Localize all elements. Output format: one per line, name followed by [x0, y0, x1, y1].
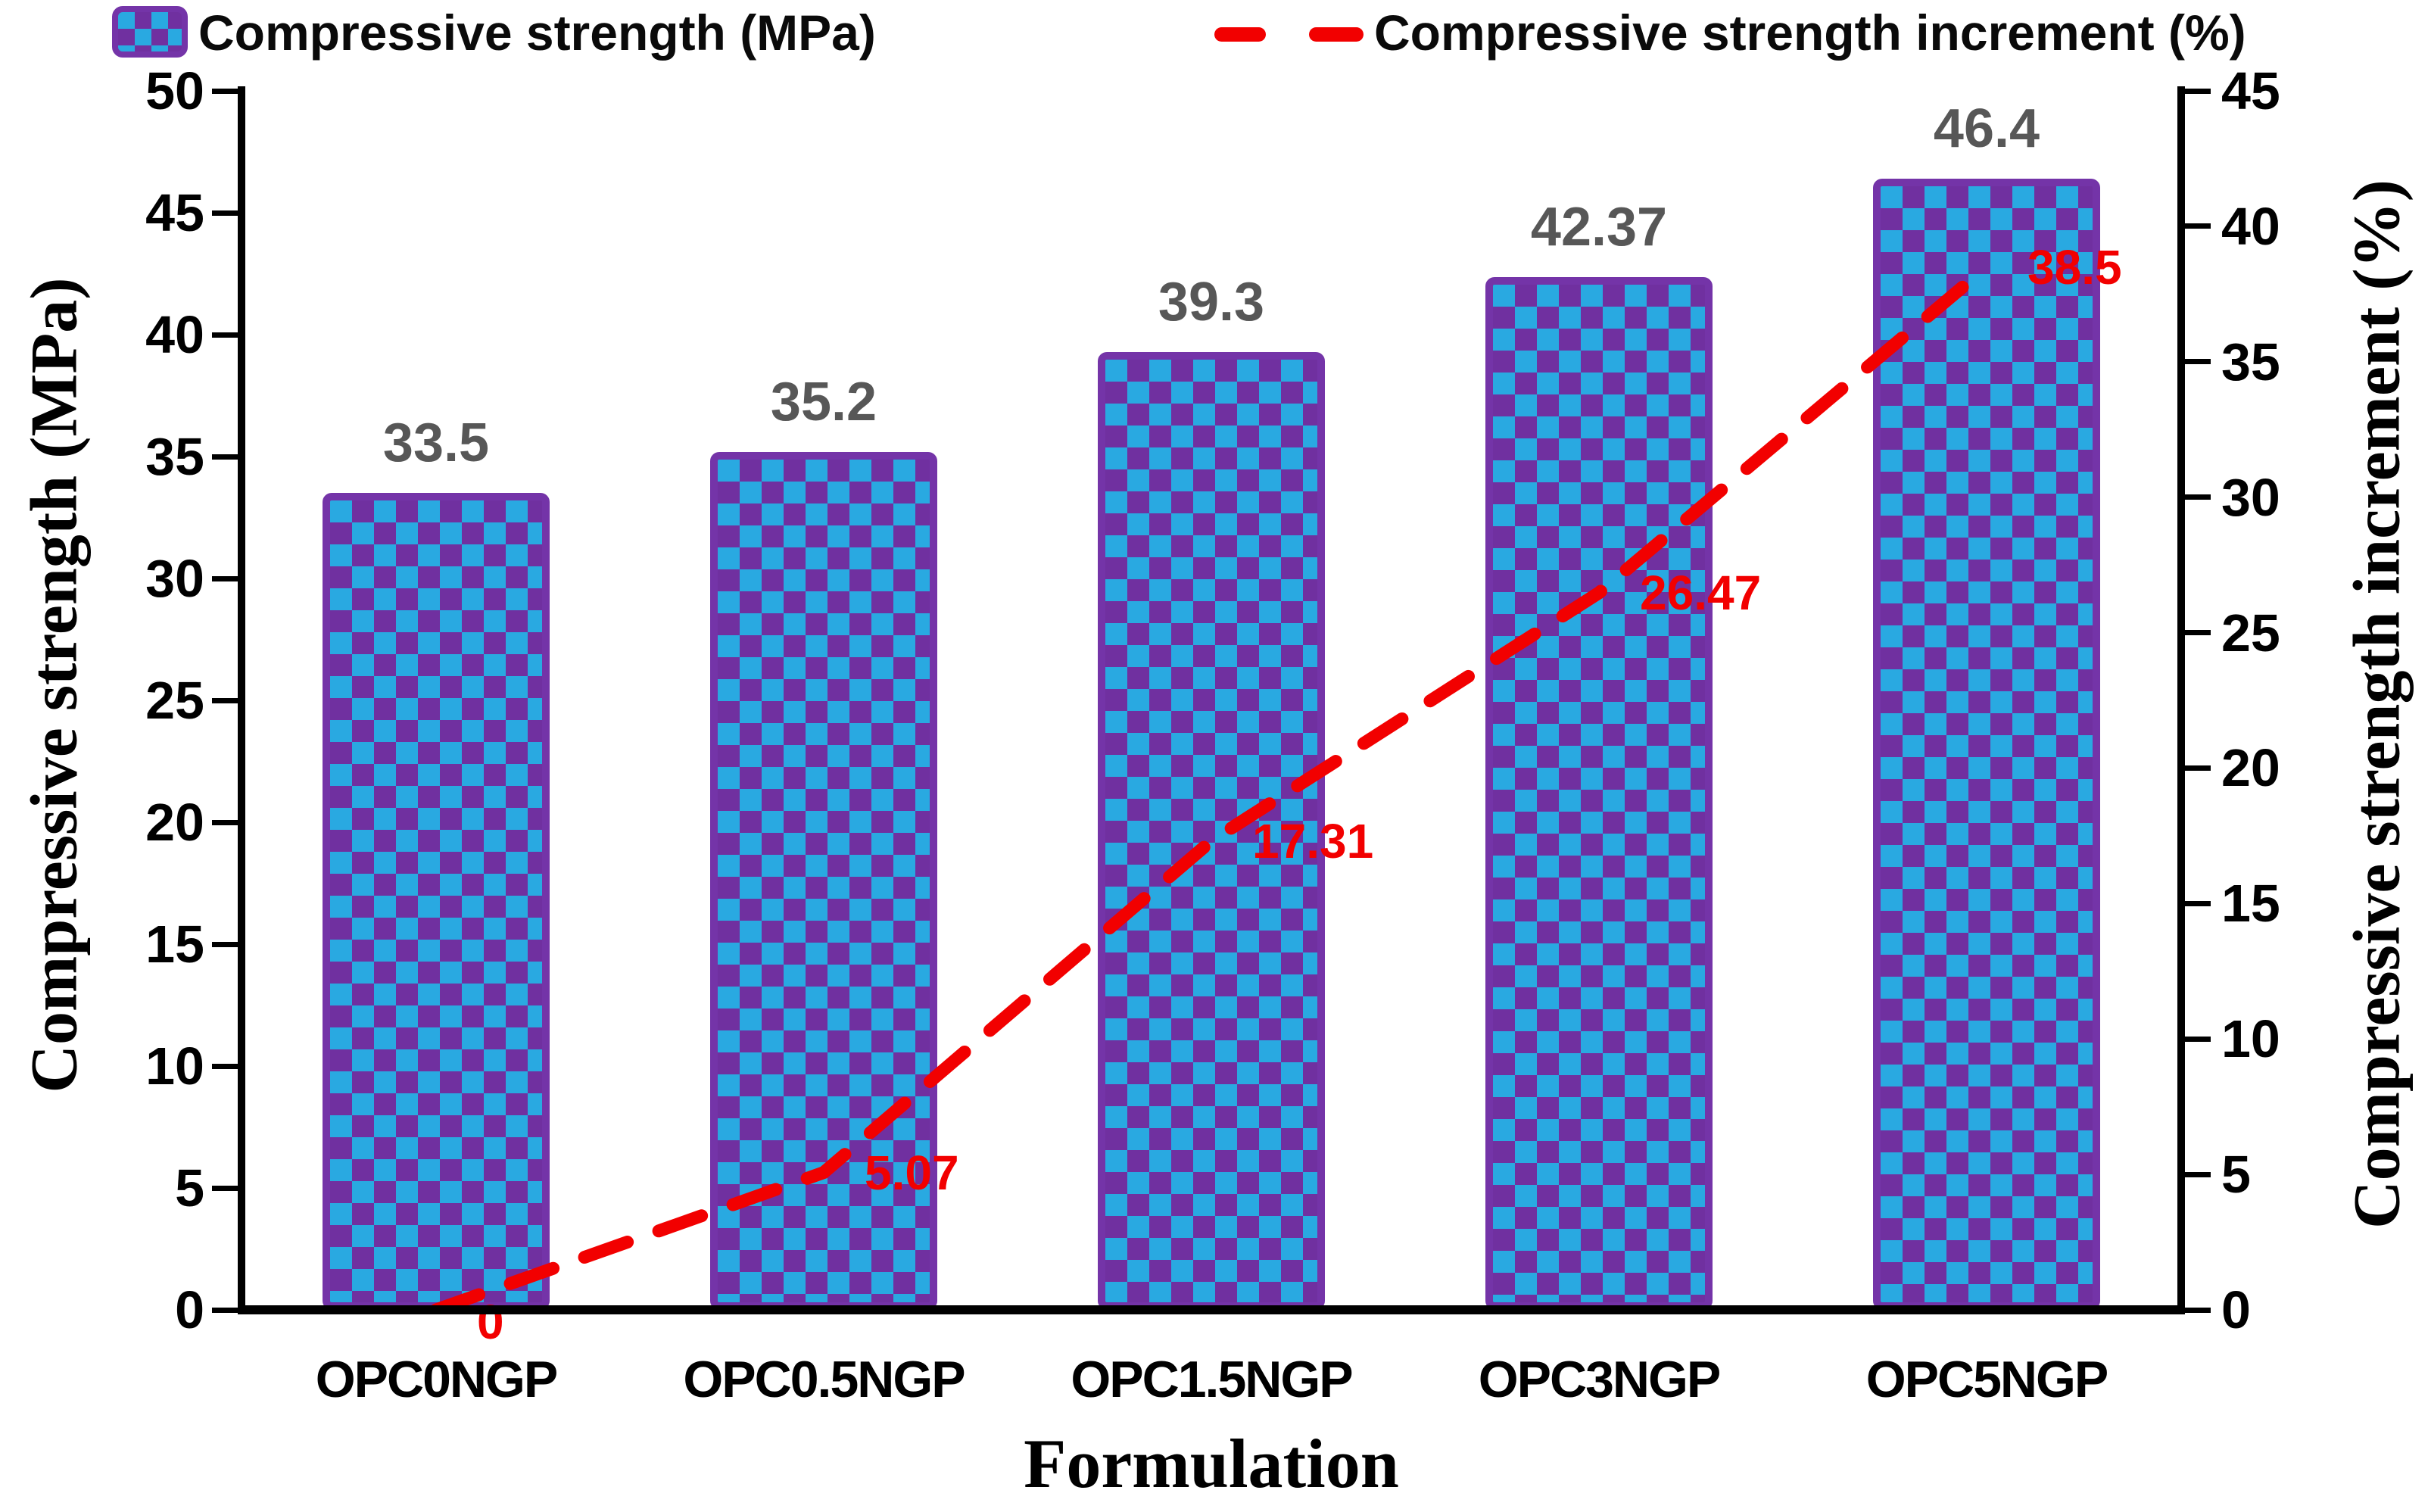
- left-tick-mark: [212, 454, 238, 460]
- right-tick-mark: [2185, 223, 2211, 229]
- right-tick-label: 35: [2221, 332, 2280, 391]
- legend-line-swatch: [1214, 27, 1266, 42]
- right-tick-label: 20: [2221, 738, 2280, 798]
- left-tick-label: 5: [175, 1158, 204, 1217]
- left-tick-label: 15: [145, 915, 204, 974]
- right-tick-label: 15: [2221, 874, 2280, 934]
- right-tick-mark: [2185, 88, 2211, 94]
- right-tick-label: 45: [2221, 61, 2280, 120]
- x-tick-label-OPC1.5NGP: OPC1.5NGP: [1071, 1351, 1353, 1408]
- right-tick-label: 10: [2221, 1009, 2280, 1069]
- right-tick-label: 5: [2221, 1145, 2251, 1205]
- left-tick-mark: [212, 1185, 238, 1191]
- line-point-label: 38.5: [2027, 239, 2122, 295]
- x-axis-line: [238, 1305, 2185, 1314]
- left-tick-mark: [212, 1307, 238, 1313]
- left-tick-label: 25: [145, 671, 204, 730]
- right-tick-mark: [2185, 1171, 2211, 1177]
- bar-value-label: 39.3: [1158, 271, 1265, 332]
- left-tick-mark: [212, 88, 238, 94]
- x-tick-label-OPC0.5NGP: OPC0.5NGP: [683, 1351, 965, 1408]
- left-tick-mark: [212, 575, 238, 581]
- left-tick-label: 40: [145, 305, 204, 364]
- left-tick-label: 50: [145, 61, 204, 120]
- left-tick-mark: [212, 210, 238, 216]
- bar-value-label: 33.5: [382, 413, 490, 474]
- right-tick-mark: [2185, 630, 2211, 636]
- legend-bar-swatch: [112, 6, 188, 58]
- bar-value-label: 42.37: [1530, 196, 1668, 257]
- right-tick-mark: [2185, 494, 2211, 500]
- x-axis-title: Formulation: [1024, 1425, 1399, 1502]
- right-tick-mark: [2185, 359, 2211, 365]
- right-tick-label: 30: [2221, 467, 2280, 527]
- bar-OPC5NGP: [1873, 178, 2100, 1310]
- left-tick-label: 30: [145, 549, 204, 608]
- bar-value-label: 35.2: [770, 371, 877, 432]
- left-axis-line: [238, 86, 245, 1314]
- right-tick-mark: [2185, 1307, 2211, 1313]
- bar-OPC0NGP: [323, 493, 550, 1310]
- bar-value-label: 46.4: [1933, 98, 2040, 159]
- right-tick-mark: [2185, 1036, 2211, 1042]
- line-point-label: 26.47: [1640, 565, 1762, 620]
- x-tick-label-OPC5NGP: OPC5NGP: [1865, 1351, 2109, 1408]
- right-tick-label: 0: [2221, 1280, 2251, 1339]
- right-axis-line: [2177, 86, 2185, 1314]
- left-tick-mark: [212, 819, 238, 825]
- line-point-label: 5.07: [865, 1145, 959, 1200]
- left-tick-mark: [212, 697, 238, 703]
- plot-area: 33.5 35.2 39.3 42.37 46.4 0 5.07 17.31 26.47 38.5: [242, 91, 2180, 1346]
- bar-OPC3NGP: [1485, 276, 1713, 1310]
- left-tick-mark: [212, 941, 238, 947]
- left-tick-label: 35: [145, 427, 204, 486]
- right-tick-mark: [2185, 900, 2211, 906]
- x-tick-label-OPC3NGP: OPC3NGP: [1478, 1351, 1722, 1408]
- right-tick-label: 25: [2221, 603, 2280, 662]
- legend-bar-label: Compressive strength (MPa): [198, 5, 876, 61]
- right-tick-mark: [2185, 765, 2211, 771]
- left-tick-mark: [212, 1063, 238, 1069]
- line-point-label: 17.31: [1252, 813, 1374, 868]
- legend-line-label: Compressive strength increment (%): [1374, 5, 2246, 61]
- left-tick-mark: [212, 332, 238, 338]
- left-tick-label: 45: [145, 183, 204, 242]
- right-tick-label: 40: [2221, 196, 2280, 256]
- left-tick-label: 20: [145, 793, 204, 852]
- left-tick-label: 10: [145, 1037, 204, 1096]
- legend-line-swatch: [1309, 27, 1364, 42]
- left-tick-label: 0: [175, 1280, 204, 1339]
- x-tick-label-OPC0NGP: OPC0NGP: [315, 1351, 559, 1408]
